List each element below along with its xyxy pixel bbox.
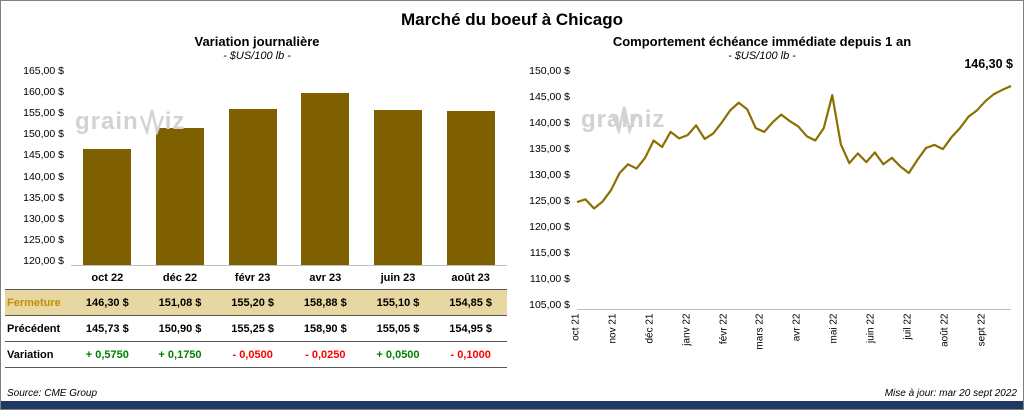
charts-container: Variation journalière - $US/100 lb - 165… [1,32,1023,368]
bar-févr 23 [228,109,277,265]
price-line-series [577,66,1011,309]
x-tick-label: mars 22 [754,313,766,350]
table-cell: 154,95 $ [449,322,493,335]
last-price-annotation: 146,30 $ [964,57,1013,71]
line-x-axis: oct 21 nov 21 déc 21 janv 22 févr 22 mars 22 a… [571,310,1011,362]
table-cell: 145,73 $ [85,322,129,335]
table-cell: 158,90 $ [303,322,347,335]
row-label: Précédent [7,322,61,335]
page-title: Marché du boeuf à Chicago [401,10,623,29]
x-tick-label: juin 23 [380,271,416,284]
table-cell: 155,05 $ [376,322,420,335]
x-tick-label: avr 23 [309,271,342,284]
line-plot-area: grain iz 146,30 $ [577,57,1013,310]
bar-chart-title: Variation journalière [194,34,320,49]
bar-slot [362,66,435,265]
row-label: Fermeture [7,296,61,309]
y-tick-label: 150,00 $ [23,128,64,141]
y-tick-label: 140,00 $ [23,170,64,183]
line-chart-panel: Comportement échéance immédiate depuis 1… [509,32,1023,368]
line-chart-title: Comportement échéance immédiate depuis 1… [612,34,912,49]
table-row-precedent: Précédent 145,73 $ 150,90 $ 155,25 $ 158… [5,316,507,342]
line-y-axis: 150,00 $ 145,00 $ 140,00 $ 135,00 $ 130,00 $… [509,65,577,311]
updated-label: Mise à jour: mar 20 sept 2022 [884,388,1017,399]
y-tick-label: 130,00 $ [529,169,570,181]
x-tick-label: oct 22 [91,271,124,284]
bar-slot [71,66,144,265]
x-tick-label: mai 22 [828,313,840,344]
line-chart-area: 150,00 $ 145,00 $ 140,00 $ 135,00 $ 130,00 $… [509,57,1015,311]
y-tick-label: 145,00 $ [529,91,570,103]
y-tick-label: 130,00 $ [23,212,64,225]
y-tick-label: 105,00 $ [529,299,570,311]
price-table: Fermeture 146,30 $ 151,08 $ 155,20 $ 158… [5,289,507,368]
table-cell: 155,10 $ [376,296,420,309]
y-tick-label: 110,00 $ [529,273,570,285]
x-tick-label: févr 23 [234,271,271,284]
table-cell: - 0,1000 [450,348,491,361]
x-tick-label: juin 22 [865,313,877,343]
bar-slot [216,66,289,265]
x-tick-label: juil 22 [902,313,914,340]
x-tick-label: déc 22 [162,271,198,284]
y-tick-label: 135,00 $ [23,191,64,204]
bar-avr 23 [301,93,350,265]
table-cell: 154,85 $ [449,296,493,309]
x-tick-label: janv 22 [681,313,693,346]
bar-chart-area: 165,00 $ 160,00 $ 155,00 $ 150,00 $ 145,00 $… [5,66,509,266]
bar-slot [289,66,362,265]
y-tick-label: 115,00 $ [529,247,570,259]
table-cell: 158,88 $ [303,296,347,309]
y-tick-label: 120,00 $ [529,221,570,233]
footer: Source: CME Group Mise à jour: mar 20 se… [1,386,1023,401]
bar-x-axis: oct 22 déc 22 févr 23 avr 23 juin 23 aoû… [5,266,507,289]
bar-y-axis: 165,00 $ 160,00 $ 155,00 $ 150,00 $ 145,00 $… [5,66,71,266]
table-cell: + 0,1750 [158,348,202,361]
bar-slot [144,66,217,265]
table-row-variation: Variation + 0,5750 + 0,1750 - 0,0500 - 0… [5,342,507,368]
table-cell: 146,30 $ [85,296,129,309]
table-cell: - 0,0500 [232,348,273,361]
table-cell: + 0,0500 [376,348,420,361]
table-cell: 150,90 $ [158,322,202,335]
y-tick-label: 160,00 $ [23,86,64,99]
x-tick-label: oct 21 [570,313,582,341]
x-tick-label: févr 22 [718,313,730,345]
y-tick-label: 125,00 $ [23,233,64,246]
bar-plot-area: grain iz [71,66,507,266]
table-cell: + 0,5750 [85,348,129,361]
bar-oct 22 [83,148,132,265]
bar-août 23 [446,110,495,265]
table-cell: 155,25 $ [231,322,275,335]
bar-chart-subtitle: - $US/100 lb - [223,50,291,62]
bar-déc 22 [156,127,204,265]
line-chart-subtitle: - $US/100 lb - [728,50,796,62]
table-cell: 151,08 $ [158,296,202,309]
y-tick-label: 145,00 $ [23,149,64,162]
y-tick-label: 165,00 $ [23,65,64,77]
x-tick-label: avr 22 [791,313,803,342]
x-tick-label: déc 21 [644,313,656,344]
x-tick-label: sept 22 [976,313,988,347]
y-tick-label: 150,00 $ [529,65,570,77]
x-tick-label: août 22 [939,313,951,347]
x-tick-label: août 23 [451,271,490,284]
y-tick-label: 140,00 $ [529,117,570,129]
x-tick-label: nov 21 [607,313,619,344]
bar-juin 23 [374,109,422,265]
table-row-fermeture: Fermeture 146,30 $ 151,08 $ 155,20 $ 158… [5,290,507,316]
table-cell: - 0,0250 [305,348,346,361]
y-tick-label: 135,00 $ [529,143,570,155]
y-tick-label: 120,00 $ [23,254,64,267]
row-label: Variation [7,348,54,361]
source-label: Source: CME Group [7,388,98,399]
bar-chart-panel: Variation journalière - $US/100 lb - 165… [1,32,509,368]
table-cell: 155,20 $ [231,296,275,309]
footer-accent-bar [1,401,1023,409]
bar-slot [434,66,507,265]
y-tick-label: 125,00 $ [529,195,570,207]
y-tick-label: 155,00 $ [23,107,64,120]
